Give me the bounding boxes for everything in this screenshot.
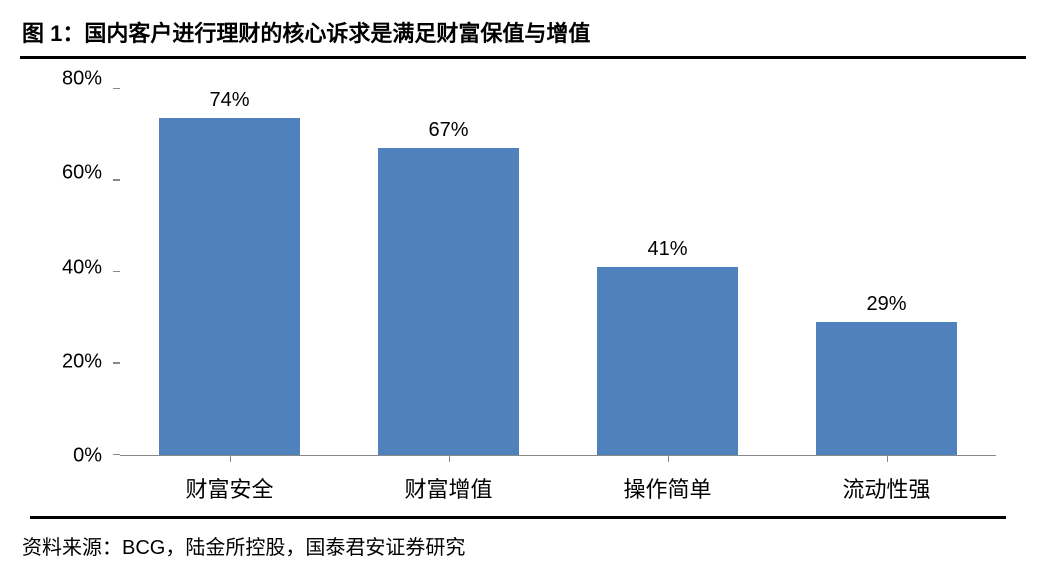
x-axis-label: 流动性强: [777, 472, 996, 504]
y-tick-label: 0%: [73, 445, 102, 468]
bar-value-label: 74%: [209, 89, 249, 112]
bar-slot: 29%: [777, 89, 996, 455]
plot-area: 74% 67% 41% 29%: [120, 89, 996, 456]
y-tick-label: 80%: [62, 68, 102, 91]
source-line: 资料来源：BCG，陆金所控股，国泰君安证券研究: [20, 531, 1026, 560]
y-tick-label: 60%: [62, 162, 102, 185]
x-tick-mark: [230, 455, 232, 462]
bar-value-label: 41%: [647, 238, 687, 261]
x-axis-label: 操作简单: [558, 472, 777, 504]
x-axis-label: 财富增值: [339, 472, 558, 504]
figure-title: 图 1：国内客户进行理财的核心诉求是满足财富保值与增值: [20, 10, 1026, 59]
y-tick-label: 40%: [62, 256, 102, 279]
chart-inner: 80% 60% 40% 20% 0% 74% 67%: [30, 79, 1006, 516]
bar-slot: 74%: [120, 89, 339, 455]
bar: [159, 118, 299, 455]
y-tick-mark: [113, 362, 120, 364]
y-tick-mark: [113, 179, 120, 181]
bar-chart: 80% 60% 40% 20% 0% 74% 67%: [30, 79, 1006, 519]
bar-value-label: 29%: [866, 293, 906, 316]
y-tick-mark: [113, 271, 120, 273]
bar-slot: 67%: [339, 89, 558, 455]
x-tick-mark: [668, 455, 670, 462]
y-tick-mark: [113, 88, 120, 90]
bars-container: 74% 67% 41% 29%: [120, 89, 996, 455]
y-tick-mark: [113, 454, 120, 456]
x-tick-mark: [449, 455, 451, 462]
bar-slot: 41%: [558, 89, 777, 455]
bar: [816, 322, 956, 455]
y-tick-label: 20%: [62, 350, 102, 373]
y-axis: 80% 60% 40% 20% 0%: [30, 79, 110, 456]
x-axis-labels: 财富安全 财富增值 操作简单 流动性强: [120, 472, 996, 504]
x-tick-mark: [887, 455, 889, 462]
bar-value-label: 67%: [428, 119, 468, 142]
bar: [378, 148, 518, 455]
bar: [597, 267, 737, 455]
x-axis-label: 财富安全: [120, 472, 339, 504]
